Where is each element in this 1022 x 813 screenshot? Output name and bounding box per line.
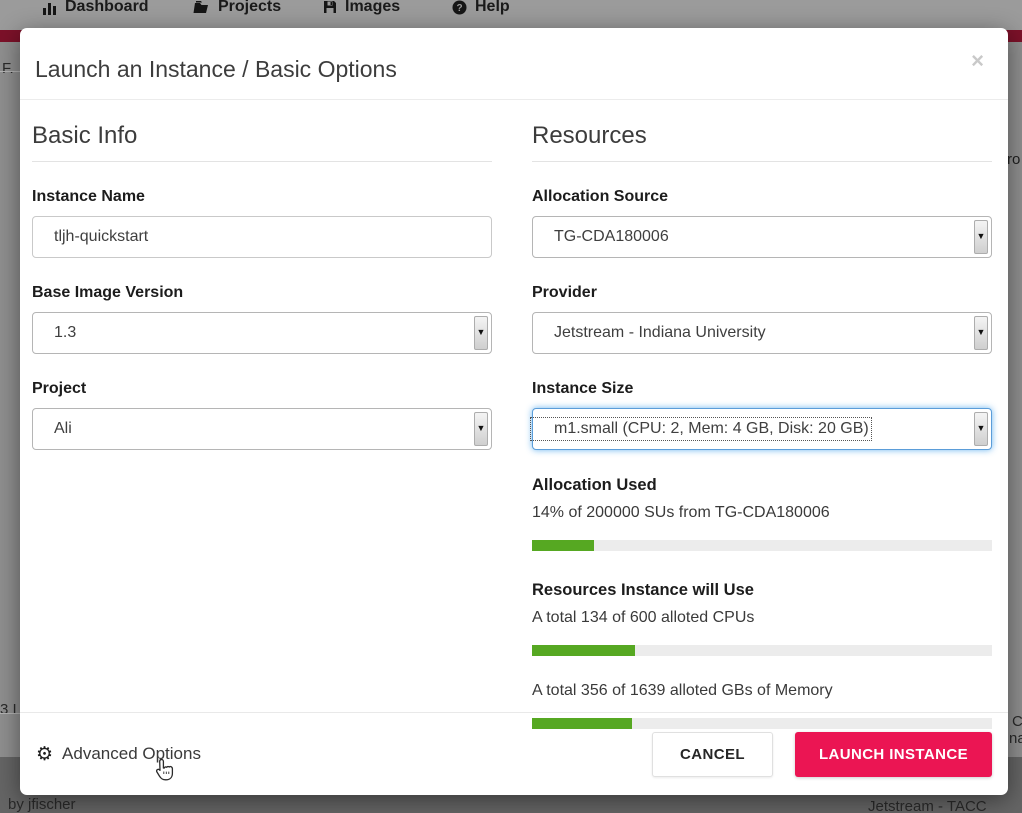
background-text-fragment: F. <box>2 60 14 77</box>
help-icon: ? <box>452 0 467 15</box>
allocation-used-progressbar <box>532 540 992 551</box>
allocation-used-label: Allocation Used <box>532 476 657 494</box>
instance-name-input[interactable] <box>32 216 492 258</box>
chevron-down-icon: ▼ <box>974 412 988 446</box>
footer-byline: by jfischer <box>8 796 76 813</box>
provider-select[interactable]: Jetstream - Indiana University ▼ <box>532 312 992 354</box>
cpu-usage-text: A total 134 of 600 alloted CPUs <box>532 609 755 626</box>
memory-progressbar <box>532 718 992 729</box>
svg-text:?: ? <box>456 3 462 14</box>
select-value: Jetstream - Indiana University <box>554 324 766 341</box>
allocation-used-text: 14% of 200000 SUs from TG-CDA180006 <box>532 504 830 521</box>
progress-fill <box>532 645 635 656</box>
chevron-down-icon: ▼ <box>974 316 988 350</box>
modal-title: Launch an Instance / Basic Options <box>35 56 397 82</box>
allocation-source-select[interactable]: TG-CDA180006 ▼ <box>532 216 992 258</box>
instance-name-label: Instance Name <box>32 188 145 205</box>
select-value: 1.3 <box>54 324 77 341</box>
nav-label: Help <box>475 0 510 15</box>
modal-footer: ⚙ Advanced Options CANCEL LAUNCH INSTANC… <box>20 712 1008 795</box>
cancel-button[interactable]: CANCEL <box>652 731 773 777</box>
advanced-options-label: Advanced Options <box>62 744 201 763</box>
instance-size-label: Instance Size <box>532 380 634 397</box>
basic-info-column: Basic Info Instance Name Base Image Vers… <box>32 100 492 729</box>
nav-label: Dashboard <box>65 0 149 15</box>
instance-size-select[interactable]: m1.small (CPU: 2, Mem: 4 GB, Disk: 20 GB… <box>530 408 992 450</box>
select-value: TG-CDA180006 <box>554 228 669 245</box>
nav-item-dashboard[interactable]: Dashboard <box>42 0 149 16</box>
project-select[interactable]: Ali ▼ <box>32 408 492 450</box>
background-divider <box>0 71 20 72</box>
background-text-fragment: 3 I <box>0 701 17 718</box>
project-label: Project <box>32 380 87 397</box>
select-value: Ali <box>54 420 72 437</box>
progress-fill <box>532 540 595 551</box>
gear-icon: ⚙ <box>36 743 54 765</box>
modal-header: Launch an Instance / Basic Options × <box>20 28 1008 100</box>
resources-column: Resources Allocation Source TG-CDA180006… <box>530 100 992 729</box>
cursor-icon <box>155 758 174 781</box>
resources-heading: Resources <box>532 122 992 162</box>
usage-heading: Resources Instance will Use <box>532 581 754 599</box>
progress-fill <box>532 718 632 729</box>
allocation-source-label: Allocation Source <box>532 188 669 205</box>
select-value: m1.small (CPU: 2, Mem: 4 GB, Disk: 20 GB… <box>530 417 872 441</box>
close-icon[interactable]: × <box>971 48 984 73</box>
nav-item-images[interactable]: Images <box>323 0 400 16</box>
base-image-version-select[interactable]: 1.3 ▼ <box>32 312 492 354</box>
nav-label: Images <box>345 0 401 15</box>
nav-label: Projects <box>218 0 282 15</box>
launch-instance-button[interactable]: LAUNCH INSTANCE <box>794 731 992 777</box>
background-text-fragment: C <box>1012 713 1022 730</box>
background-divider <box>0 713 20 714</box>
base-image-version-label: Base Image Version <box>32 284 184 301</box>
launch-instance-modal: Launch an Instance / Basic Options × Bas… <box>20 28 1008 795</box>
nav-item-projects[interactable]: Projects <box>193 0 281 16</box>
chevron-down-icon: ▼ <box>974 220 988 254</box>
save-icon <box>323 0 337 14</box>
chevron-down-icon: ▼ <box>474 412 488 446</box>
basic-info-heading: Basic Info <box>32 122 492 162</box>
provider-label: Provider <box>532 284 597 301</box>
cpu-progressbar <box>532 645 992 656</box>
chevron-down-icon: ▼ <box>474 316 488 350</box>
top-navbar: Dashboard Projects Images ? Help <box>0 0 1022 30</box>
bar-chart-icon <box>42 0 57 15</box>
nav-item-help[interactable]: ? Help <box>452 0 510 16</box>
advanced-options-link[interactable]: ⚙ Advanced Options <box>36 744 201 764</box>
footer-provider-text: Jetstream - TACC <box>868 798 987 813</box>
background-text-fragment: ro <box>1007 151 1021 168</box>
background-text-fragment: na <box>1009 730 1022 747</box>
folder-icon <box>193 0 210 14</box>
memory-usage-text: A total 356 of 1639 alloted GBs of Memor… <box>532 682 833 699</box>
